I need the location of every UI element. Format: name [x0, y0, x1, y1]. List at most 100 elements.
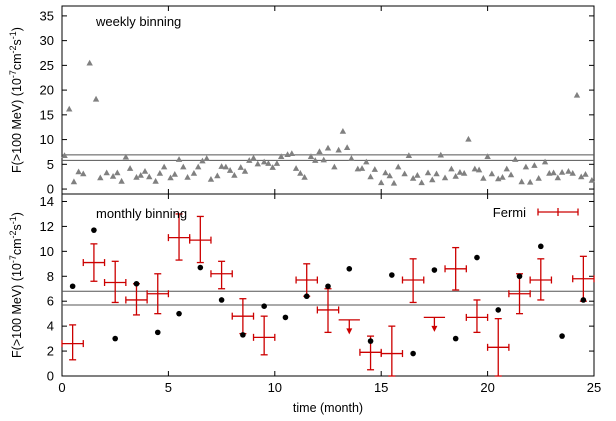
x-tick-label: 10 [268, 380, 282, 395]
weekly-point [433, 170, 440, 177]
weekly-y-tick-label: 30 [40, 33, 54, 48]
weekly-point [118, 177, 125, 184]
fermi-point [529, 258, 553, 301]
monthly-binning-label: monthly binning [96, 206, 187, 221]
weekly-point [184, 173, 191, 180]
weekly-point [167, 174, 174, 181]
weekly-y-tick-label: 20 [40, 83, 54, 98]
weekly-point [541, 158, 549, 165]
weekly-point [409, 174, 417, 181]
weekly-y-tick-label: 35 [40, 8, 54, 23]
fermi-point [252, 315, 276, 356]
weekly-point [348, 155, 355, 161]
weekly-point [495, 175, 502, 182]
weekly-point [237, 164, 244, 170]
weekly-y-tick-label: 5 [47, 157, 54, 172]
monthly-y-tick-label: 14 [40, 194, 54, 209]
fermi-point [572, 255, 595, 302]
weekly-point [214, 172, 221, 179]
weekly-point [160, 163, 168, 170]
weekly-point [429, 176, 436, 183]
weekly-binning-label: weekly binning [95, 14, 181, 29]
monthly-black-point [176, 310, 182, 317]
weekly-plot-frame [61, 5, 595, 195]
upper-limit-arrow [346, 328, 353, 335]
weekly-point [331, 163, 338, 170]
weekly-point [103, 169, 110, 176]
weekly-point [558, 169, 566, 175]
fermi-point [444, 246, 467, 291]
weekly-point [307, 153, 315, 159]
weekly-point [565, 168, 572, 174]
weekly-point [297, 170, 304, 176]
monthly-black-point [580, 297, 587, 303]
weekly-y-tick-label: 15 [40, 107, 54, 122]
weekly-point [414, 172, 421, 178]
weekly-y-tick-label: 25 [40, 58, 54, 73]
weekly-point [156, 170, 164, 176]
weekly-point [277, 153, 285, 159]
weekly-point [518, 178, 525, 185]
fermi-point [231, 298, 255, 335]
weekly-point [424, 169, 432, 176]
weekly-point [550, 169, 557, 176]
legend-label-fermi: Fermi [493, 205, 526, 220]
weekly-point [358, 165, 366, 171]
weekly-point [175, 156, 183, 162]
weekly-point [418, 179, 425, 186]
weekly-point [97, 174, 104, 181]
weekly-panel: 0 5 10 15 20 25 30 35 weekly binning F(>100 MeV… [8, 5, 596, 197]
weekly-point [231, 172, 238, 178]
weekly-point [405, 152, 413, 158]
weekly-point [531, 162, 538, 168]
monthly-y-tick-label: 2 [47, 344, 54, 359]
fermi-point [486, 318, 510, 377]
weekly-point [180, 163, 187, 170]
weekly-point [390, 179, 398, 186]
x-tick-label: 0 [58, 380, 65, 395]
fermi-error-bars [61, 213, 595, 377]
weekly-point [324, 144, 332, 151]
weekly-point [320, 156, 327, 163]
weekly-point [114, 169, 121, 176]
monthly-black-point [69, 283, 76, 290]
weekly-point [92, 95, 100, 102]
weekly-point [260, 158, 268, 165]
weekly-point [86, 59, 93, 66]
weekly-point [475, 166, 483, 173]
weekly-point [499, 173, 506, 180]
weekly-point [250, 154, 257, 161]
weekly-point [573, 91, 581, 98]
weekly-point [371, 166, 379, 172]
monthly-black-point [218, 297, 225, 303]
weekly-point [316, 148, 323, 155]
legend: Fermi [493, 205, 579, 220]
fermi-upper-limit [338, 319, 360, 335]
weekly-point [367, 173, 374, 180]
monthly-black-point [112, 335, 118, 342]
monthly-axis-ticks: 0 2 4 6 8 10 12 14 0 5 10 15 20 25 [40, 194, 602, 395]
upper-limit-arrow [431, 325, 438, 332]
weekly-point [448, 165, 455, 172]
monthly-plot-frame [61, 193, 595, 377]
weekly-point [265, 160, 272, 166]
weekly-point [203, 155, 210, 161]
fermi-point [82, 243, 106, 282]
weekly-point [222, 163, 230, 170]
weekly-point [126, 165, 134, 171]
monthly-black-point [389, 272, 395, 278]
weekly-point [152, 177, 159, 184]
weekly-point [75, 168, 82, 175]
weekly-point [488, 170, 496, 177]
monthly-y-tick-label: 6 [47, 294, 54, 309]
weekly-point [554, 174, 562, 181]
weekly-point [437, 151, 444, 158]
weekly-point [471, 165, 479, 172]
weekly-y-tick-label: 10 [40, 132, 54, 147]
monthly-y-tick-label: 8 [47, 269, 54, 284]
weekly-data-points [61, 59, 596, 186]
weekly-point [292, 165, 300, 171]
weekly-point [301, 173, 308, 180]
weekly-point [226, 167, 234, 173]
